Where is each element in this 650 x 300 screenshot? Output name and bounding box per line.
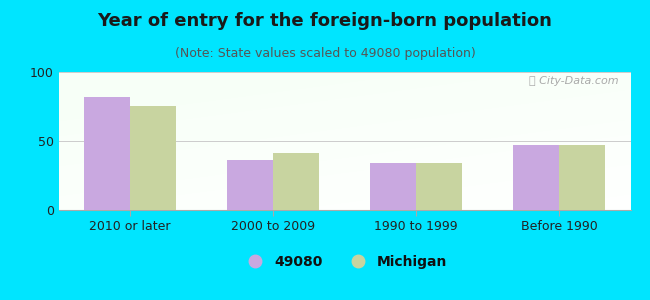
Text: Year of entry for the foreign-born population: Year of entry for the foreign-born popul… [98,12,552,30]
Text: (Note: State values scaled to 49080 population): (Note: State values scaled to 49080 popu… [175,46,475,59]
Text: Ⓢ City-Data.com: Ⓢ City-Data.com [530,76,619,86]
Bar [514,145,559,210]
Bar [370,163,416,210]
Bar [273,153,318,210]
Bar [227,160,273,210]
Bar [84,97,130,210]
Legend: 49080, Michigan: 49080, Michigan [236,250,453,275]
Bar [130,106,176,210]
Bar [559,145,604,210]
Bar [416,163,462,210]
